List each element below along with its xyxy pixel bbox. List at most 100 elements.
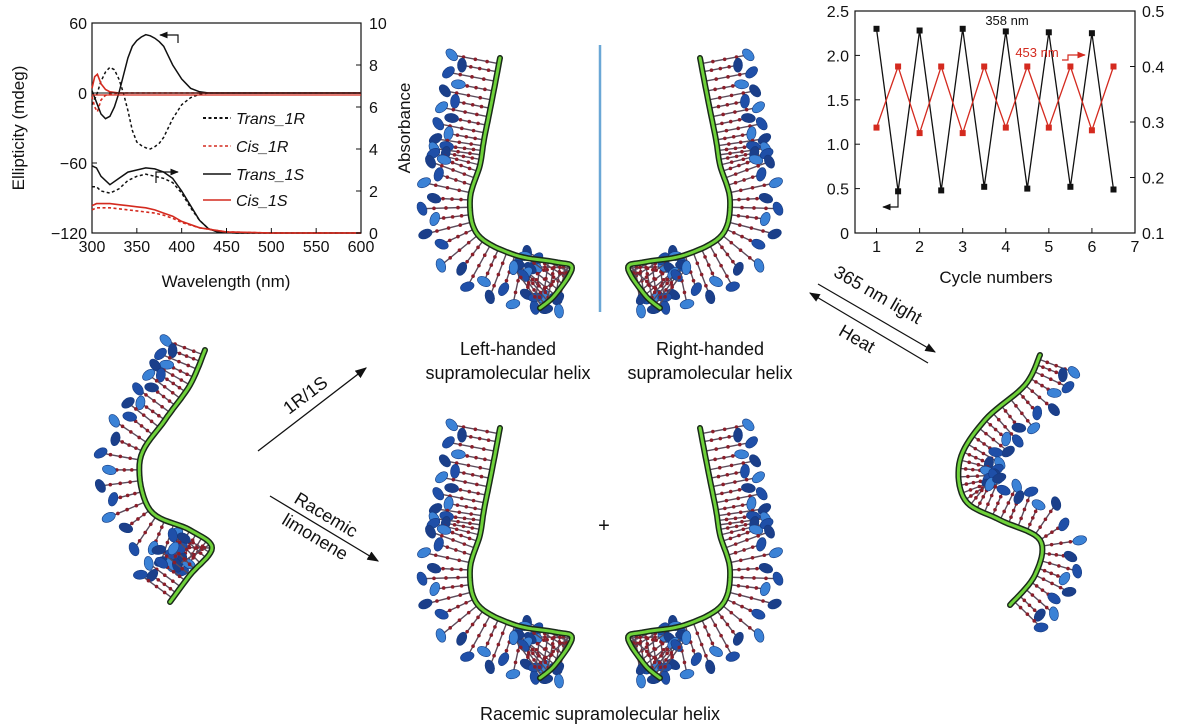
cycle-point-0 <box>1067 183 1074 190</box>
cycle-point-1 <box>873 124 880 131</box>
cycle-y-left-tick-label: 0.5 <box>827 182 849 199</box>
legend-label-cis-1s: Cis_1S <box>236 193 288 210</box>
cycle-x-tick-label: 7 <box>1131 239 1140 256</box>
cd-x-tick-label: 300 <box>79 239 106 256</box>
cd-y-left-axis-label: Ellipticity (mdeg) <box>9 66 28 191</box>
cycle-y-left-tick-label: 1.0 <box>827 137 849 154</box>
cycle-point-1 <box>916 130 923 137</box>
cd-series-line-3 <box>91 72 361 94</box>
cycle-point-0 <box>1024 185 1031 192</box>
cycle-y-right-tick-label: 0.2 <box>1142 171 1164 188</box>
cycle-point-0 <box>981 183 988 190</box>
helix-left-handed-top <box>416 48 576 319</box>
caption-right-handed-line1: Right-handed <box>656 339 764 359</box>
cd-y-left-tick-label: 60 <box>69 16 87 33</box>
cd-x-tick-label: 450 <box>213 239 240 256</box>
cycle-point-0 <box>895 188 902 195</box>
cd-x-tick-label: 600 <box>348 239 375 256</box>
cycle-series-line-0 <box>875 28 1115 192</box>
arrow-to-chiral-helix <box>257 367 367 452</box>
arrow-heat-reverse <box>809 292 929 364</box>
cycle-point-0 <box>1088 30 1095 37</box>
cd-y-left-tick-label: −60 <box>60 156 87 173</box>
legend-label-cis-1r: Cis_1R <box>236 139 289 156</box>
helix-after-light <box>955 352 1087 633</box>
helix-precursor <box>93 334 216 605</box>
cd-left-axis-pointer-arrow <box>159 31 179 43</box>
cycle-point-1 <box>1045 124 1052 131</box>
cd-series-line-1 <box>91 92 361 114</box>
cycle-y-right-tick-label: 0.1 <box>1142 226 1164 243</box>
cycle-y-left-tick-label: 2.0 <box>827 48 849 65</box>
cd-y-left-tick-label: −120 <box>51 226 87 243</box>
label-365nm-light: 365 nm light <box>831 262 926 328</box>
cycle-x-tick-label: 2 <box>915 239 924 256</box>
cycle-y-right-tick-label: 0.3 <box>1142 115 1164 132</box>
cd-y-right-axis-label: Absorbance <box>395 83 414 174</box>
arrow-to-racemic-helix <box>269 495 380 562</box>
cycle-358-pointer-arrow <box>882 192 899 211</box>
caption-racemic-helix: Racemic supramolecular helix <box>480 704 720 724</box>
cycle-point-0 <box>1110 186 1117 193</box>
cycle-point-1 <box>959 130 966 137</box>
helix-racemic-left <box>416 418 576 689</box>
cycle-point-1 <box>938 63 945 70</box>
cycle-x-tick-label: 4 <box>1001 239 1010 256</box>
arrow-label-1r-1s: 1R/1S <box>279 372 331 418</box>
cd-series-line-0 <box>91 66 361 150</box>
cycle-x-tick-label: 3 <box>958 239 967 256</box>
cycle-y-left-tick-label: 2.5 <box>827 4 849 21</box>
cycle-point-1 <box>981 63 988 70</box>
cycle-chart: 1 2 3 4 5 6 7 2.5 2.0 1.5 1.0 0.5 0 0.5 0.4 0.3 0.2 0.1 C… <box>827 4 1165 287</box>
caption-right-handed-line2: supramolecular helix <box>627 363 792 383</box>
cd-series-line-2 <box>91 33 361 120</box>
cycle-point-1 <box>1024 63 1031 70</box>
cycle-point-0 <box>938 187 945 194</box>
cd-y-right-tick-label: 10 <box>369 16 387 33</box>
cycle-point-1 <box>1088 127 1095 134</box>
cycle-y-left-tick-label: 0 <box>840 226 849 243</box>
cycle-y-right-tick-label: 0.5 <box>1142 4 1164 21</box>
label-heat: Heat <box>836 321 879 357</box>
cycle-point-0 <box>916 27 923 34</box>
cd-y-right-tick-label: 0 <box>369 226 378 243</box>
cycle-point-0 <box>959 25 966 32</box>
cycle-x-tick-label: 1 <box>872 239 881 256</box>
cycle-y-right-tick-label: 0.4 <box>1142 60 1164 77</box>
cd-right-axis-pointer-arrow <box>155 168 179 183</box>
cycle-453-pointer-arrow <box>1062 51 1086 61</box>
cd-y-right-tick-label: 6 <box>369 100 378 117</box>
cycle-x-tick-label: 5 <box>1044 239 1053 256</box>
cd-series-line-7 <box>91 202 361 234</box>
cd-series-line-4 <box>92 173 361 234</box>
cd-y-right-tick-label: 4 <box>369 142 378 159</box>
cycle-x-axis-label: Cycle numbers <box>939 268 1052 287</box>
cd-x-tick-label: 400 <box>168 239 195 256</box>
cycle-point-1 <box>1110 63 1117 70</box>
legend-label-trans-1s: Trans_1S <box>236 167 305 184</box>
arrow-light-forward <box>817 283 936 353</box>
cd-y-right-tick-label: 2 <box>369 184 378 201</box>
caption-left-handed-line1: Left-handed <box>460 339 556 359</box>
cycle-point-0 <box>873 25 880 32</box>
cycle-y-left-tick-label: 1.5 <box>827 93 849 110</box>
caption-left-handed-line2: supramolecular helix <box>425 363 590 383</box>
cycle-point-1 <box>895 63 902 70</box>
cd-y-left-tick-label: 0 <box>78 86 87 103</box>
cycle-point-0 <box>1045 29 1052 36</box>
cycle-series-line-1 <box>875 64 1115 136</box>
cd-x-tick-label: 500 <box>258 239 285 256</box>
plus-sign: + <box>598 515 610 537</box>
legend-label-trans-1r: Trans_1R <box>236 111 306 128</box>
label-358nm: 358 nm <box>985 13 1028 28</box>
cycle-point-1 <box>1067 63 1074 70</box>
cd-plot-frame <box>91 22 362 234</box>
cycle-x-tick-label: 6 <box>1087 239 1096 256</box>
cd-series-line-6 <box>91 207 361 234</box>
cd-x-tick-label: 350 <box>123 239 150 256</box>
cd-legend: Trans_1R Cis_1R Trans_1S Cis_1S <box>203 111 306 210</box>
label-453nm: 453 nm <box>1015 45 1058 60</box>
cd-x-axis-label: Wavelength (nm) <box>162 272 291 291</box>
